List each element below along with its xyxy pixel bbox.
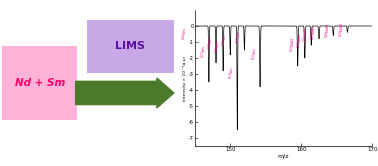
Text: $^{148}$Sm: $^{148}$Sm: [207, 36, 216, 49]
FancyArrow shape: [76, 78, 174, 108]
Text: $^{144}$Sm: $^{144}$Sm: [180, 27, 190, 40]
Text: $^{150}$Sm: $^{150}$Sm: [221, 32, 230, 46]
Text: Nd + Sm: Nd + Sm: [15, 78, 65, 88]
X-axis label: m/z: m/z: [278, 154, 289, 159]
Y-axis label: Intensity × 10⁻¹(a.u): Intensity × 10⁻¹(a.u): [183, 55, 187, 101]
Text: $^{149}$Sm: $^{149}$Sm: [214, 40, 223, 53]
Text: $^{154}$Sm: $^{154}$Sm: [251, 47, 260, 60]
Text: $^{150}$NdO: $^{150}$NdO: [338, 21, 347, 37]
Text: $^{153}$Sm: $^{153}$Sm: [228, 66, 237, 80]
FancyBboxPatch shape: [87, 20, 174, 73]
Text: $^{144}$NdO: $^{144}$NdO: [296, 33, 305, 48]
FancyBboxPatch shape: [2, 46, 77, 120]
Text: $^{148}$NdO: $^{148}$NdO: [324, 23, 333, 38]
Text: $^{152}$Sm: $^{152}$Sm: [235, 30, 245, 43]
Text: $^{147}$Sm: $^{147}$Sm: [200, 44, 209, 58]
Text: $^{143}$NdO: $^{143}$NdO: [288, 36, 298, 52]
Text: $^{146}$NdO: $^{146}$NdO: [310, 24, 319, 40]
Text: $^{145}$NdO: $^{145}$NdO: [302, 27, 311, 42]
Text: LIMS: LIMS: [115, 42, 146, 51]
